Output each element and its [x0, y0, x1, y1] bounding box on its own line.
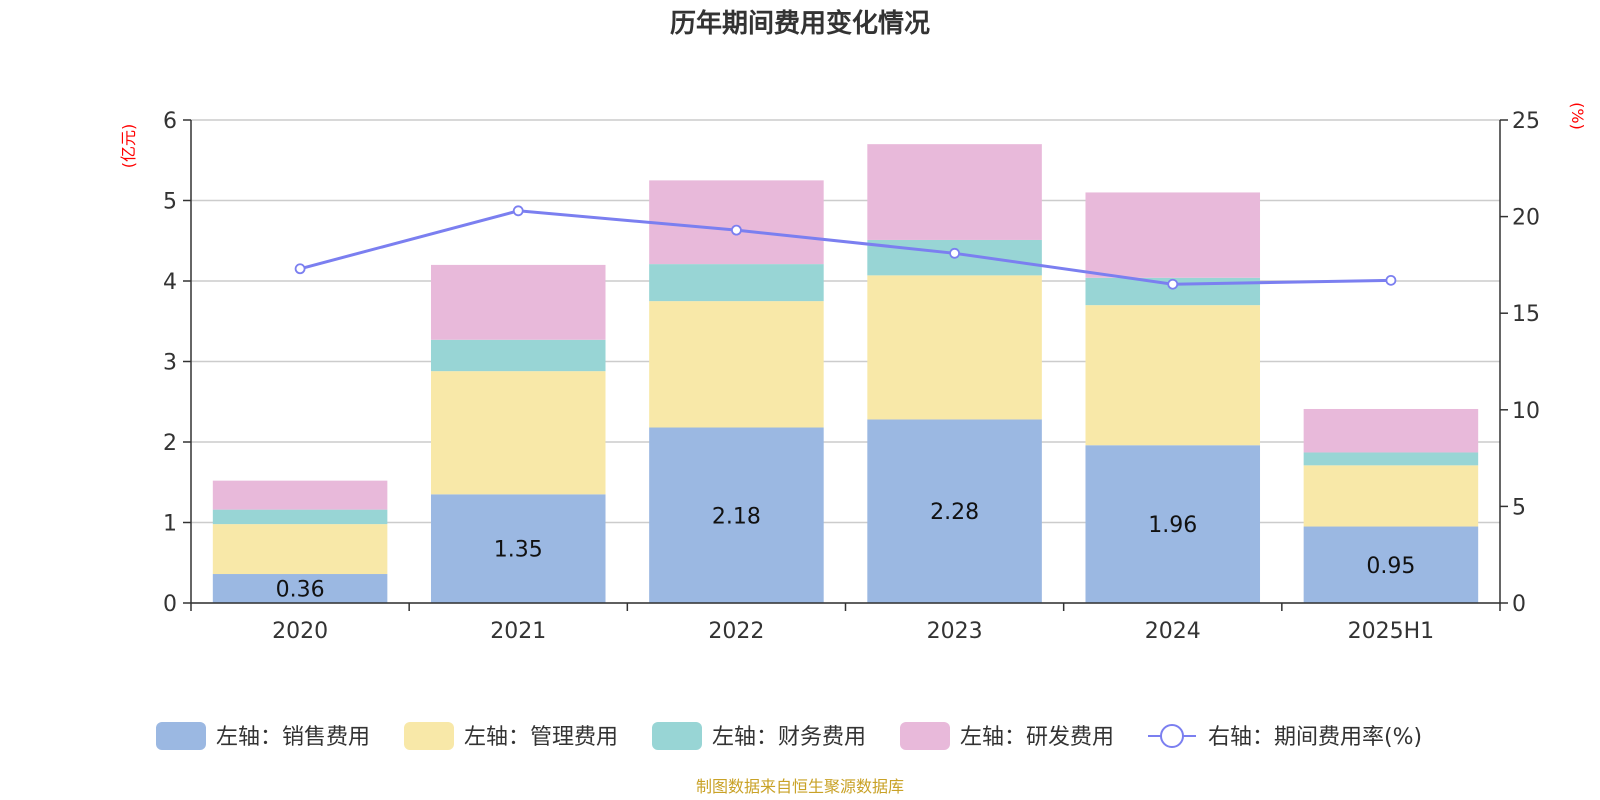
- rate-point: [1385, 274, 1397, 286]
- right-tick-label: 25: [1512, 109, 1540, 134]
- bar-value-label: 2.28: [930, 500, 979, 525]
- right-tick-label: 20: [1512, 206, 1540, 231]
- source-note: 制图数据来自恒生聚源数据库: [696, 777, 904, 796]
- bar-value-label: 1.96: [1148, 513, 1197, 538]
- right-tick-label: 0: [1512, 592, 1526, 617]
- x-tick-label: 2023: [927, 619, 983, 644]
- rate-point: [731, 224, 742, 236]
- bar-labels: 0.36 1.35 2.18 2.28 1.96 0.95: [276, 500, 1416, 602]
- legend-swatch: [900, 722, 950, 750]
- rate-point: [1167, 278, 1179, 290]
- bar-segment: [1085, 305, 1261, 446]
- bar-segment: [212, 480, 388, 510]
- legend-label: 左轴：管理费用: [464, 725, 618, 750]
- rate-point: [294, 263, 306, 275]
- left-tick-label: 1: [163, 512, 177, 537]
- bar-segment: [430, 264, 606, 340]
- x-tick-label: 2022: [708, 619, 764, 644]
- bar-segment: [867, 275, 1042, 420]
- legend-marker: [1160, 724, 1184, 748]
- right-axis-unit: (%): [1568, 102, 1587, 130]
- left-tick-label: 5: [163, 190, 177, 215]
- bar-segment: [1303, 452, 1479, 466]
- bar-segment: [649, 264, 824, 302]
- left-tick-label: 2: [163, 431, 177, 456]
- bar-segment: [1085, 192, 1261, 278]
- legend-label: 左轴：研发费用: [960, 725, 1114, 750]
- rate-line: [294, 205, 1397, 290]
- rate-point: [512, 205, 524, 217]
- bar-segment: [430, 494, 606, 603]
- bar-segment: [212, 524, 388, 575]
- legend-swatch: [652, 722, 702, 750]
- bar-segment: [430, 371, 606, 495]
- x-tick-label: 2020: [272, 619, 328, 644]
- legend-item: 左轴：研发费用: [900, 722, 1114, 750]
- axes: 0 1 2 3 4 5 6 0 5 10 15 20 25 2020 2021 2022 2023 2024 202…: [163, 109, 1540, 644]
- bar-value-label: 0.36: [276, 578, 325, 603]
- left-tick-label: 4: [163, 270, 177, 295]
- chart-title: 历年期间费用变化情况: [670, 8, 930, 39]
- legend-label: 左轴：财务费用: [712, 725, 866, 750]
- bar-segment: [867, 144, 1042, 240]
- bar-segment: [212, 509, 388, 525]
- x-tick-label: 2021: [490, 619, 546, 644]
- bar-segment: [1085, 445, 1261, 603]
- left-tick-label: 6: [163, 109, 177, 134]
- legend-label: 左轴：销售费用: [216, 725, 370, 750]
- bar-value-label: 0.95: [1366, 554, 1415, 579]
- bar-segment: [649, 427, 824, 603]
- x-tick-label: 2025H1: [1348, 619, 1435, 644]
- bars: [212, 144, 1479, 603]
- legend-item: 右轴：期间费用率(%): [1148, 724, 1422, 750]
- left-tick-label: 3: [163, 351, 177, 376]
- right-tick-label: 5: [1512, 495, 1526, 520]
- x-tick-label: 2024: [1145, 619, 1201, 644]
- left-tick-label: 0: [163, 592, 177, 617]
- legend-item: 左轴：管理费用: [404, 722, 618, 750]
- bar-segment: [1303, 526, 1479, 603]
- bar-segment: [649, 301, 824, 428]
- rate-line-path: [299, 209, 1391, 286]
- bar-value-label: 2.18: [712, 504, 761, 529]
- legend-item: 左轴：财务费用: [652, 722, 866, 750]
- rate-point: [949, 247, 960, 259]
- legend: 左轴：销售费用 左轴：管理费用 左轴：财务费用 左轴：研发费用 右轴：期间费用率(%): [156, 722, 1422, 750]
- legend-item: 左轴：销售费用: [156, 722, 370, 750]
- legend-swatch: [404, 722, 454, 750]
- legend-swatch: [156, 722, 206, 750]
- left-axis-unit: (亿元): [119, 124, 138, 169]
- bar-segment: [649, 180, 824, 265]
- bar-segment: [212, 574, 388, 603]
- bar-segment: [867, 419, 1042, 603]
- gridlines: [191, 119, 1500, 604]
- bar-value-label: 1.35: [494, 538, 543, 563]
- bar-segment: [1303, 465, 1479, 527]
- bar-segment: [1303, 408, 1479, 453]
- legend-label: 右轴：期间费用率(%): [1208, 725, 1422, 750]
- bar-segment: [430, 339, 606, 372]
- right-tick-label: 15: [1512, 302, 1540, 327]
- right-tick-label: 10: [1512, 399, 1540, 424]
